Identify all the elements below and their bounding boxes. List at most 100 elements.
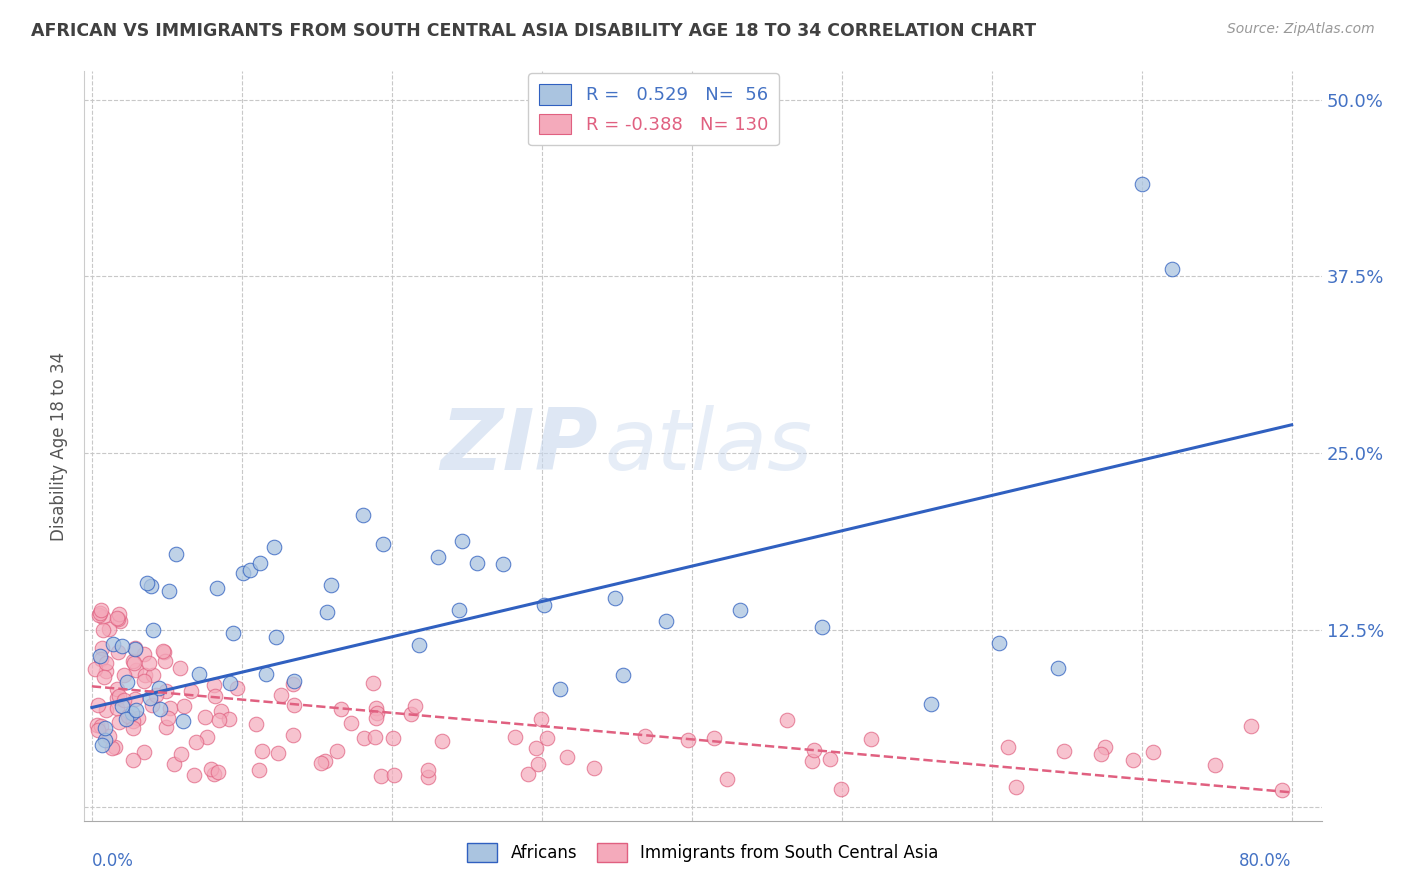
Point (124, 656, 146, 670)
Point (527, 756, 550, 771)
Point (654, 614, 676, 628)
Text: atlas: atlas (605, 404, 813, 488)
Point (329, 702, 352, 716)
Point (101, 740, 124, 755)
Point (254, 666, 277, 681)
Point (363, 676, 385, 690)
Point (134, 674, 156, 689)
Point (93, 670, 115, 684)
Point (121, 706, 143, 721)
Point (105, 701, 128, 715)
Point (270, 689, 292, 703)
Point (252, 744, 274, 758)
Point (582, 761, 605, 775)
Point (111, 639, 134, 653)
Point (89, 608, 111, 623)
Point (108, 614, 131, 628)
Point (94, 733, 117, 747)
Point (314, 754, 336, 768)
Point (427, 549, 450, 564)
Point (555, 750, 578, 764)
Point (121, 714, 143, 728)
Point (183, 768, 205, 782)
Point (226, 681, 249, 696)
Point (153, 654, 176, 668)
Point (148, 681, 170, 695)
Point (152, 644, 174, 658)
Point (432, 734, 454, 748)
Point (169, 661, 191, 675)
Point (112, 667, 135, 681)
Point (155, 683, 177, 698)
Point (1005, 780, 1028, 795)
Point (96, 665, 118, 679)
Point (162, 756, 184, 771)
Point (811, 619, 834, 633)
Point (136, 576, 159, 591)
Point (381, 731, 404, 745)
Point (820, 751, 842, 765)
Point (90, 603, 112, 617)
Text: 0.0%: 0.0% (91, 852, 134, 870)
Point (803, 742, 825, 756)
Point (121, 752, 143, 766)
Y-axis label: Disability Age 18 to 34: Disability Age 18 to 34 (51, 351, 69, 541)
Point (450, 534, 472, 549)
Point (1240, 719, 1263, 733)
Point (503, 730, 526, 744)
Point (107, 644, 129, 658)
Point (370, 769, 392, 783)
Point (920, 697, 942, 711)
Point (517, 767, 540, 781)
Point (195, 731, 218, 745)
Point (1053, 744, 1076, 758)
Point (90, 719, 112, 733)
Text: AFRICAN VS IMMIGRANTS FROM SOUTH CENTRAL ASIA DISABILITY AGE 18 TO 34 CORRELATIO: AFRICAN VS IMMIGRANTS FROM SOUTH CENTRAL… (31, 22, 1036, 40)
Point (536, 731, 558, 745)
Point (315, 606, 337, 620)
Point (153, 645, 176, 659)
Point (127, 711, 149, 725)
Point (107, 612, 129, 626)
Point (194, 710, 217, 724)
Point (997, 739, 1019, 754)
Point (111, 698, 134, 713)
Point (1046, 660, 1069, 674)
Point (612, 668, 634, 682)
Point (86, 718, 108, 732)
Text: ZIP: ZIP (440, 404, 598, 488)
Point (157, 583, 180, 598)
Point (124, 692, 146, 706)
Point (173, 699, 195, 714)
Point (530, 712, 553, 726)
Point (122, 654, 145, 668)
Point (208, 713, 231, 727)
Point (188, 667, 211, 681)
Point (172, 714, 194, 728)
Point (283, 673, 305, 688)
Point (125, 663, 148, 677)
Point (382, 768, 405, 782)
Text: 80.0%: 80.0% (1239, 852, 1292, 870)
Point (125, 703, 148, 717)
Point (94, 721, 117, 735)
Point (1270, 783, 1292, 797)
Point (138, 656, 160, 670)
Point (1142, 745, 1164, 759)
Point (326, 743, 349, 757)
Point (222, 625, 245, 640)
Point (132, 745, 155, 759)
Point (449, 603, 471, 617)
Point (218, 675, 240, 690)
Point (103, 637, 125, 651)
Point (108, 715, 131, 730)
Point (87, 698, 110, 713)
Point (728, 602, 751, 616)
Point (89, 649, 111, 664)
Point (105, 690, 128, 705)
Point (98, 623, 121, 637)
Point (124, 641, 146, 656)
Point (94, 656, 117, 670)
Point (157, 711, 180, 725)
Point (90, 651, 112, 665)
